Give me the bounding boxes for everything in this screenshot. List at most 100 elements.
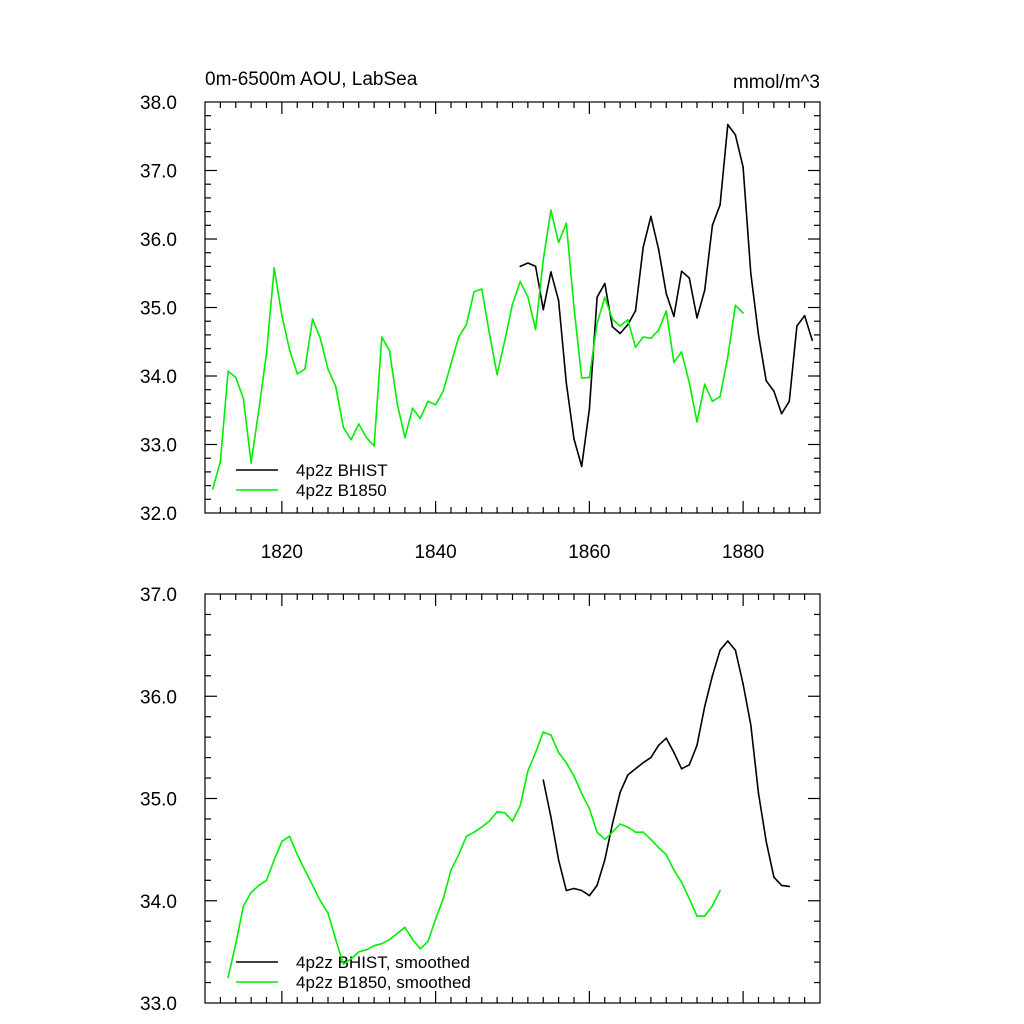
- data-point: [542, 308, 545, 311]
- data-point: [488, 332, 491, 335]
- data-point: [542, 258, 545, 261]
- y-tick-label: 38.0: [140, 93, 177, 114]
- data-point: [619, 332, 621, 335]
- data-point: [588, 807, 591, 810]
- data-point: [396, 402, 399, 405]
- data-point: [727, 356, 729, 358]
- data-point: [273, 267, 276, 269]
- y-tick-label: 36.0: [140, 230, 177, 251]
- series-line: [542, 640, 790, 897]
- data-point: [534, 265, 537, 268]
- data-point: [450, 362, 452, 365]
- data-point: [288, 835, 291, 838]
- data-point: [627, 774, 629, 776]
- data-point: [327, 912, 329, 914]
- data-point: [288, 349, 291, 351]
- data-point: [557, 241, 560, 244]
- data-point: [665, 293, 668, 295]
- data-point: [496, 811, 498, 813]
- data-point: [650, 337, 652, 340]
- data-point: [235, 942, 237, 945]
- data-point: [711, 675, 714, 677]
- data-point: [765, 380, 767, 382]
- data-point: [358, 423, 360, 425]
- data-point: [342, 963, 345, 965]
- data-point: [596, 322, 598, 325]
- data-point: [227, 370, 229, 373]
- data-point: [627, 323, 629, 326]
- data-point: [404, 436, 406, 439]
- data-point: [796, 325, 798, 327]
- data-point: [442, 897, 445, 900]
- data-point: [696, 915, 698, 917]
- data-point: [557, 299, 560, 302]
- data-point: [350, 958, 352, 960]
- data-point: [711, 224, 714, 227]
- data-point: [657, 329, 660, 331]
- y-tick-label: 32.0: [140, 504, 177, 525]
- data-point: [381, 336, 383, 338]
- data-point: [319, 900, 322, 902]
- data-point: [719, 204, 721, 206]
- data-point: [396, 932, 399, 935]
- data-point: [373, 944, 375, 947]
- plot-frame: [204, 593, 821, 1004]
- data-point: [519, 265, 521, 268]
- data-point: [634, 310, 637, 312]
- data-point: [780, 412, 783, 415]
- legend-label: 4p2z B1850: [296, 481, 387, 500]
- data-point: [742, 683, 744, 685]
- data-point: [734, 304, 737, 307]
- data-point: [542, 779, 545, 781]
- data-point: [750, 272, 752, 275]
- data-point: [573, 775, 575, 777]
- data-point: [642, 761, 644, 764]
- data-point: [404, 926, 406, 929]
- data-point: [381, 942, 383, 945]
- data-point: [773, 390, 775, 392]
- data-point: [565, 382, 568, 384]
- data-point: [657, 846, 660, 849]
- data-point: [757, 334, 760, 336]
- data-point: [296, 853, 299, 856]
- data-point: [688, 897, 691, 900]
- data-point: [365, 436, 368, 439]
- data-point: [504, 339, 506, 342]
- data-point: [488, 820, 491, 822]
- data-point: [680, 351, 683, 353]
- data-point: [604, 838, 606, 841]
- data-point: [750, 724, 752, 726]
- data-point: [765, 840, 767, 843]
- data-point: [334, 385, 337, 388]
- data-point: [588, 408, 591, 410]
- data-point: [527, 770, 529, 772]
- data-point: [665, 310, 668, 312]
- data-point: [373, 445, 375, 447]
- y-tick-label: 33.0: [140, 994, 177, 1015]
- data-point: [727, 123, 729, 126]
- data-point: [611, 318, 614, 320]
- data-point: [680, 768, 683, 770]
- data-point: [465, 835, 468, 838]
- data-point: [588, 894, 591, 897]
- y-tick-label: 37.0: [140, 585, 177, 606]
- data-point: [542, 731, 545, 733]
- data-point: [604, 296, 606, 299]
- data-point: [619, 791, 621, 794]
- data-point: [550, 209, 552, 211]
- data-point: [588, 376, 591, 379]
- series-line: [227, 731, 721, 978]
- data-point: [258, 884, 260, 887]
- data-point: [734, 649, 737, 651]
- data-point: [657, 744, 660, 747]
- data-point: [680, 270, 683, 273]
- data-point: [596, 296, 598, 299]
- legend-label: 4p2z BHIST, smoothed: [296, 953, 470, 972]
- y-tick-label: 34.0: [140, 892, 177, 913]
- data-point: [596, 884, 598, 887]
- data-point: [642, 336, 644, 338]
- data-point: [358, 951, 360, 953]
- data-point: [650, 756, 652, 759]
- data-point: [473, 831, 475, 833]
